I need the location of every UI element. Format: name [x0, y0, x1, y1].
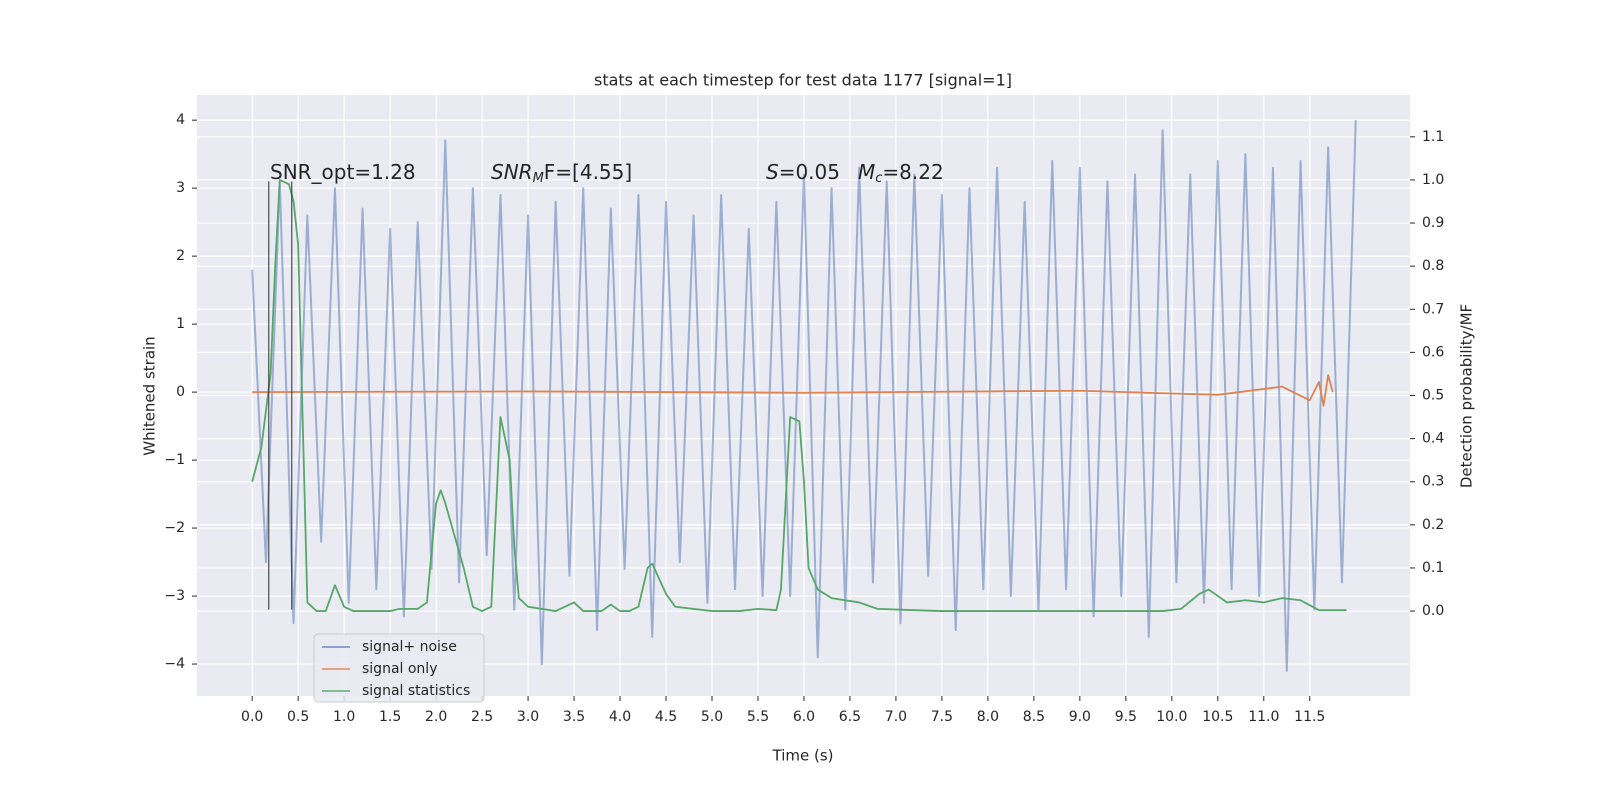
x-tick-label: 3.0 — [517, 709, 539, 725]
x-tick-label: 4.0 — [609, 709, 631, 725]
y2-tick-label: 0.6 — [1422, 344, 1444, 360]
annotation-part: SNR_opt=1.28 — [270, 160, 416, 184]
y-tick-label: 2 — [176, 248, 185, 264]
x-tick-label: 5.0 — [701, 709, 723, 725]
legend-box — [313, 633, 485, 703]
x-tick-label: 8.0 — [977, 709, 999, 725]
legend-label: signal+ noise — [362, 639, 457, 655]
x-axis-label: Time (s) — [772, 747, 834, 765]
y2-tick-label: 0.3 — [1422, 474, 1444, 490]
y2-tick-label: 0.9 — [1422, 215, 1444, 231]
annotation-part: F=[4.55] — [544, 160, 632, 184]
annotation-part: =0.05 — [779, 160, 840, 184]
y-tick-label: 0 — [176, 384, 185, 400]
annotation-part: S — [766, 160, 779, 184]
series-line — [252, 374, 1334, 407]
y2-tick-label: 1.1 — [1422, 129, 1444, 145]
chart-title: stats at each timestep for test data 117… — [594, 71, 1012, 90]
x-tick-label: 1.0 — [333, 709, 355, 725]
y2-tick-label: 0.0 — [1422, 603, 1444, 619]
y2-tick-label: 0.7 — [1422, 301, 1444, 317]
y2-tick-label: 0.5 — [1422, 388, 1444, 404]
x-tick-label: 0.5 — [287, 709, 309, 725]
y2-tick-label: 0.4 — [1422, 431, 1444, 447]
series-line — [251, 179, 1347, 612]
x-tick-label: 9.0 — [1069, 709, 1091, 725]
x-tick-label: 1.5 — [379, 709, 401, 725]
y-tick-label: 3 — [176, 180, 185, 196]
annotation-part: M — [858, 160, 875, 184]
x-tick-label: 2.5 — [471, 709, 493, 725]
x-tick-label: 7.0 — [885, 709, 907, 725]
y-tick-label: −4 — [164, 656, 185, 672]
legend-label: signal statistics — [362, 683, 470, 699]
x-tick-label: 6.5 — [839, 709, 861, 725]
y-tick-label: 1 — [176, 316, 185, 332]
x-tick-label: 7.5 — [931, 709, 953, 725]
annotation: Mc=8.22 — [858, 160, 944, 186]
y2-tick-label: 0.1 — [1422, 560, 1444, 576]
y-tick-label: −3 — [164, 588, 185, 604]
y2-axis-label: Detection probability/MF — [1458, 304, 1476, 488]
y2-tick-label: 0.2 — [1422, 517, 1444, 533]
x-tick-label: 11.0 — [1248, 709, 1279, 725]
annotation: S=0.05 — [766, 160, 840, 184]
annotation-part: =8.22 — [882, 160, 943, 184]
y-tick-label: −2 — [164, 520, 185, 536]
x-tick-label: 3.5 — [563, 709, 585, 725]
annotation-part: SNR — [491, 160, 533, 184]
series-line — [251, 120, 1357, 672]
x-tick-label: 6.0 — [793, 709, 815, 725]
y-tick-label: −1 — [164, 452, 185, 468]
x-tick-label: 0.0 — [241, 709, 263, 725]
x-tick-label: 8.5 — [1023, 709, 1045, 725]
y2-tick-label: 0.8 — [1422, 258, 1444, 274]
x-tick-label: 4.5 — [655, 709, 677, 725]
x-tick-label: 2.0 — [425, 709, 447, 725]
y-tick-label: 4 — [176, 112, 185, 128]
annotation: SNRMF=[4.55] — [491, 160, 632, 186]
x-tick-label: 5.5 — [747, 709, 769, 725]
y-axis-label: Whitened strain — [141, 336, 159, 455]
x-tick-label: 9.5 — [1115, 709, 1137, 725]
annotation-part: c — [875, 171, 882, 186]
annotation: SNR_opt=1.28 — [270, 160, 416, 184]
x-tick-label: 10.0 — [1156, 709, 1187, 725]
y2-tick-label: 1.0 — [1422, 172, 1444, 188]
x-tick-label: 11.5 — [1294, 709, 1325, 725]
x-tick-label: 10.5 — [1202, 709, 1233, 725]
annotation-part: M — [533, 171, 544, 186]
legend-label: signal only — [362, 661, 437, 677]
